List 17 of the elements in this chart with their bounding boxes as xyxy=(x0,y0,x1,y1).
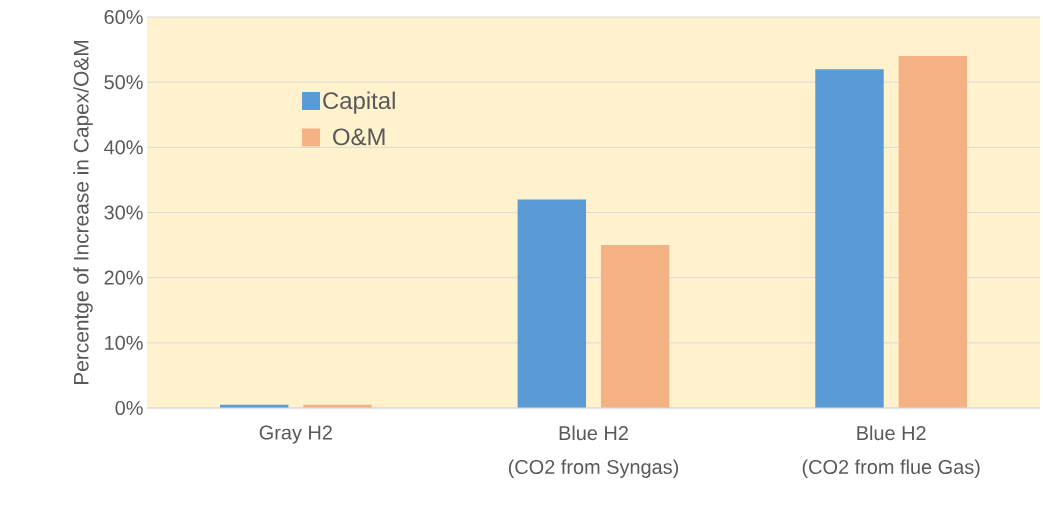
y-axis-title: Percentge of Increase in Capex/O&M xyxy=(73,40,93,385)
bar xyxy=(898,56,968,408)
bar xyxy=(815,69,884,408)
legend-label: Capital xyxy=(323,91,395,114)
x-tick-label: Blue H2 (CO2 from flue Gas) xyxy=(802,425,980,478)
y-tick-label: 0% xyxy=(115,400,143,416)
x-tick-label: Blue H2 (CO2 from Syngas) xyxy=(508,425,679,478)
y-tick-label: 50% xyxy=(104,75,143,90)
bar xyxy=(517,199,587,408)
legend-label: O&M xyxy=(333,128,385,146)
bar xyxy=(600,245,670,408)
y-tick-label: 20% xyxy=(104,270,143,285)
y-tick-label: 60% xyxy=(104,9,143,25)
y-tick-label: 10% xyxy=(105,335,143,350)
y-tick-label: 30% xyxy=(104,205,143,220)
x-tick-label: Gray H2 xyxy=(259,425,332,444)
y-tick-label: 40% xyxy=(104,140,143,155)
